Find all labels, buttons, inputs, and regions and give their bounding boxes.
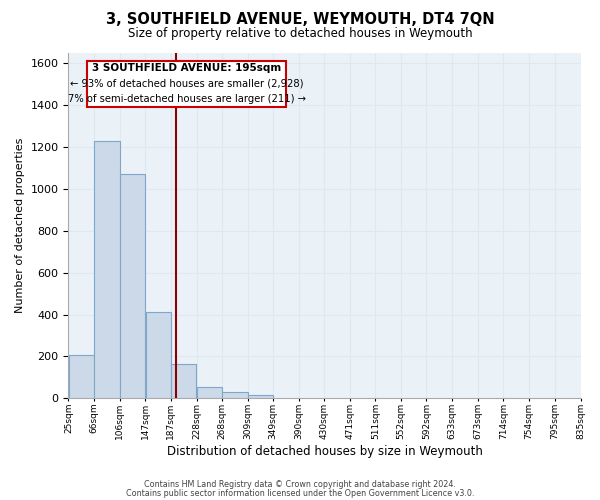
Text: 3, SOUTHFIELD AVENUE, WEYMOUTH, DT4 7QN: 3, SOUTHFIELD AVENUE, WEYMOUTH, DT4 7QN <box>106 12 494 28</box>
Text: 7% of semi-detached houses are larger (211) →: 7% of semi-detached houses are larger (2… <box>68 94 306 104</box>
Bar <box>94 141 120 399</box>
Text: 3 SOUTHFIELD AVENUE: 195sqm: 3 SOUTHFIELD AVENUE: 195sqm <box>92 63 281 73</box>
Text: ← 93% of detached houses are smaller (2,928): ← 93% of detached houses are smaller (2,… <box>70 79 304 89</box>
Bar <box>171 364 196 398</box>
X-axis label: Distribution of detached houses by size in Weymouth: Distribution of detached houses by size … <box>167 444 482 458</box>
Bar <box>222 392 248 398</box>
Text: Contains HM Land Registry data © Crown copyright and database right 2024.: Contains HM Land Registry data © Crown c… <box>144 480 456 489</box>
Bar <box>146 312 171 398</box>
Y-axis label: Number of detached properties: Number of detached properties <box>15 138 25 313</box>
Bar <box>68 356 94 399</box>
FancyBboxPatch shape <box>88 61 286 107</box>
Text: Size of property relative to detached houses in Weymouth: Size of property relative to detached ho… <box>128 28 472 40</box>
Text: Contains public sector information licensed under the Open Government Licence v3: Contains public sector information licen… <box>126 488 474 498</box>
Bar <box>120 174 145 398</box>
Bar <box>197 387 223 398</box>
Bar <box>248 395 274 398</box>
